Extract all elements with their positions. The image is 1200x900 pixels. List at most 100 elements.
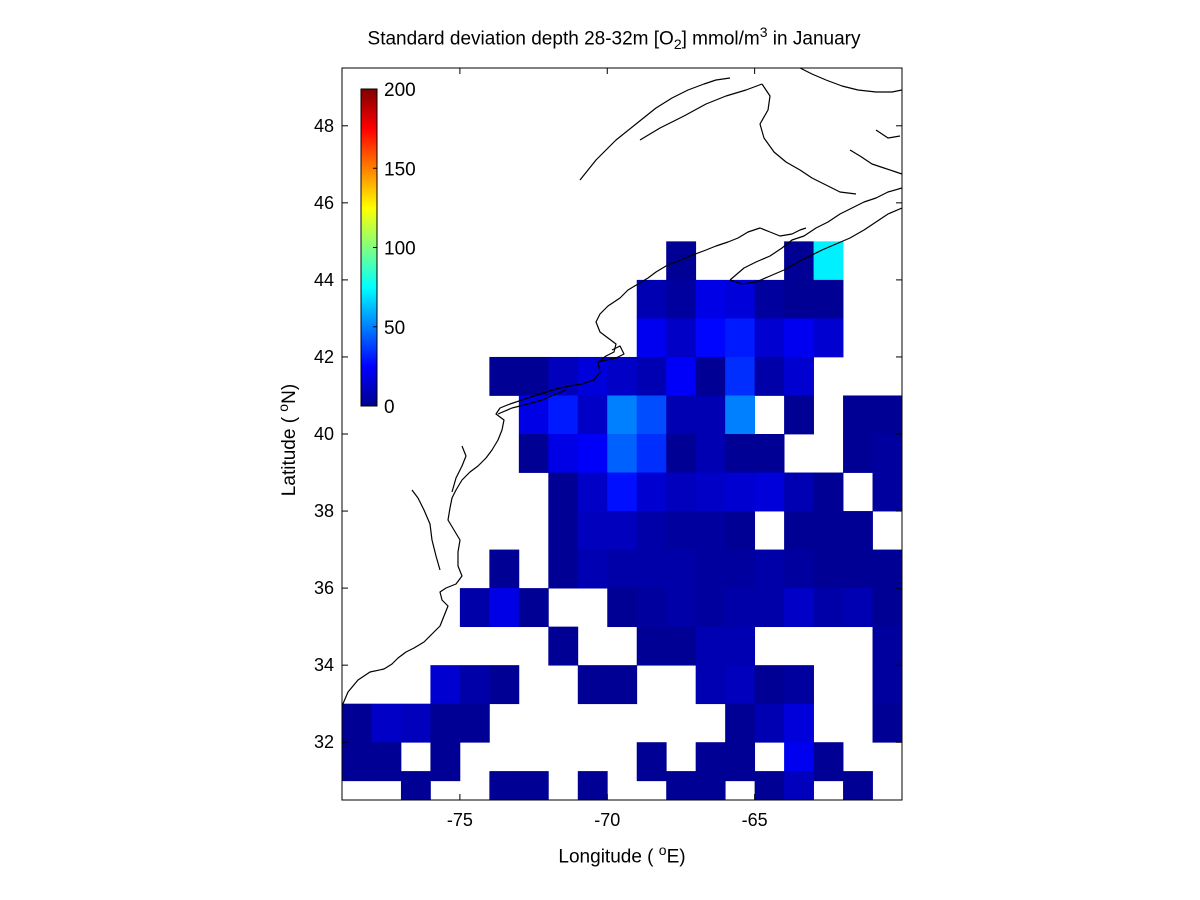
heatmap-cell bbox=[489, 771, 520, 800]
heatmap-cell bbox=[725, 356, 756, 396]
heatmap-cell bbox=[489, 588, 520, 628]
heatmap-cell bbox=[636, 549, 667, 589]
heatmap-cell bbox=[725, 665, 756, 705]
heatmap-cell bbox=[518, 588, 549, 628]
heatmap-cell bbox=[607, 472, 638, 512]
heatmap-cell bbox=[725, 549, 756, 589]
heatmap-cell bbox=[666, 549, 697, 589]
heatmap-cell bbox=[813, 742, 844, 782]
heatmap-cell bbox=[784, 703, 814, 743]
heatmap-cell bbox=[843, 434, 873, 473]
heatmap-cell bbox=[577, 395, 608, 435]
heatmap-cell bbox=[607, 395, 638, 435]
heatmap-cell bbox=[813, 549, 844, 589]
heatmap-cell bbox=[872, 588, 902, 628]
heatmap-cell bbox=[489, 549, 520, 589]
colorbar: 0 50 100 150 200 bbox=[360, 80, 416, 418]
colorbar-tick-label: 200 bbox=[384, 80, 416, 101]
heatmap-cell bbox=[577, 356, 608, 396]
heatmap-cell bbox=[813, 472, 844, 512]
x-axis-ticks: -75 -70 -65 bbox=[447, 68, 768, 830]
heatmap-cell bbox=[459, 703, 490, 743]
heatmap-cell bbox=[872, 703, 902, 743]
heatmap-cell bbox=[754, 279, 785, 319]
heatmap-cell bbox=[577, 434, 608, 473]
heatmap-cell bbox=[843, 549, 873, 589]
heatmap-cell bbox=[577, 771, 608, 800]
heatmap-cell bbox=[577, 511, 608, 550]
heatmap-cell bbox=[459, 665, 490, 705]
heatmap-cell bbox=[518, 434, 549, 473]
heatmap-cell bbox=[607, 665, 638, 705]
heatmap-cell bbox=[784, 356, 814, 396]
heatmap-cell bbox=[843, 511, 873, 550]
heatmap-cell bbox=[695, 318, 726, 358]
y-tick-label: 36 bbox=[314, 578, 334, 598]
x-tick-label: -70 bbox=[594, 810, 620, 830]
heatmap-cell bbox=[813, 318, 844, 358]
heatmap-cell bbox=[577, 665, 608, 705]
heatmap-cell bbox=[666, 626, 697, 666]
heatmap-cell bbox=[548, 549, 579, 589]
heatmap-cell bbox=[784, 549, 814, 589]
heatmap-cell bbox=[636, 511, 667, 550]
heatmap-cell bbox=[636, 434, 667, 473]
chart-title: Standard deviation depth 28-32m [O2] mmo… bbox=[367, 24, 861, 53]
heatmap-cell bbox=[607, 511, 638, 550]
heatmap-cell bbox=[430, 742, 461, 782]
heatmap-cell bbox=[400, 771, 431, 800]
heatmap-cell bbox=[666, 511, 697, 550]
heatmap-cell bbox=[518, 395, 549, 435]
heatmap-cell bbox=[754, 318, 785, 358]
heatmap-cell bbox=[872, 665, 902, 705]
heatmap-cell bbox=[784, 771, 814, 800]
heatmap-cell bbox=[725, 434, 756, 473]
heatmap-cell bbox=[666, 472, 697, 512]
heatmap-cell bbox=[843, 588, 873, 628]
heatmap-cell bbox=[784, 511, 814, 550]
heatmap-cell bbox=[725, 472, 756, 512]
y-tick-label: 38 bbox=[314, 501, 334, 521]
heatmap-cell bbox=[754, 434, 785, 473]
heatmap-cell bbox=[371, 703, 402, 743]
heatmap-cell bbox=[430, 665, 461, 705]
heatmap-cell bbox=[843, 771, 873, 800]
heatmap-cell bbox=[872, 434, 902, 473]
heatmap-cell bbox=[813, 588, 844, 628]
heatmap-cell bbox=[666, 434, 697, 473]
heatmap-cell bbox=[754, 356, 785, 396]
heatmap-cell bbox=[813, 279, 844, 319]
heatmap-cell bbox=[607, 588, 638, 628]
y-tick-label: 44 bbox=[314, 270, 334, 290]
heatmap-cell bbox=[607, 549, 638, 589]
heatmap-cell bbox=[636, 395, 667, 435]
heatmap-cell bbox=[548, 472, 579, 512]
heatmap-cell bbox=[695, 395, 726, 435]
heatmap-cell bbox=[489, 356, 520, 396]
heatmap-cell bbox=[695, 434, 726, 473]
heatmap-cell bbox=[784, 472, 814, 512]
heatmap-cell bbox=[666, 279, 697, 319]
heatmap-cell bbox=[872, 626, 902, 666]
y-tick-label: 40 bbox=[314, 424, 334, 444]
heatmap-cell bbox=[695, 549, 726, 589]
heatmap-cell bbox=[636, 626, 667, 666]
colorbar-ticks: 0 50 100 150 200 bbox=[373, 80, 416, 418]
heatmap-cell bbox=[872, 549, 902, 589]
heatmap-cell bbox=[695, 665, 726, 705]
heatmap-cell bbox=[548, 626, 579, 666]
heatmap-cell bbox=[577, 549, 608, 589]
heatmap-cell bbox=[754, 588, 785, 628]
x-axis-label: Longitude ( oE) bbox=[558, 842, 686, 868]
colorbar-tick-label: 0 bbox=[384, 397, 395, 418]
heatmap-cell bbox=[666, 395, 697, 435]
heatmap-cell bbox=[666, 356, 697, 396]
heatmap-cell bbox=[695, 626, 726, 666]
heatmap-cell bbox=[725, 318, 756, 358]
heatmap-cell bbox=[636, 588, 667, 628]
heatmap-cell bbox=[666, 241, 697, 281]
heatmap-cell bbox=[459, 588, 490, 628]
heatmap-cell bbox=[725, 626, 756, 666]
heatmap-cell bbox=[518, 356, 549, 396]
